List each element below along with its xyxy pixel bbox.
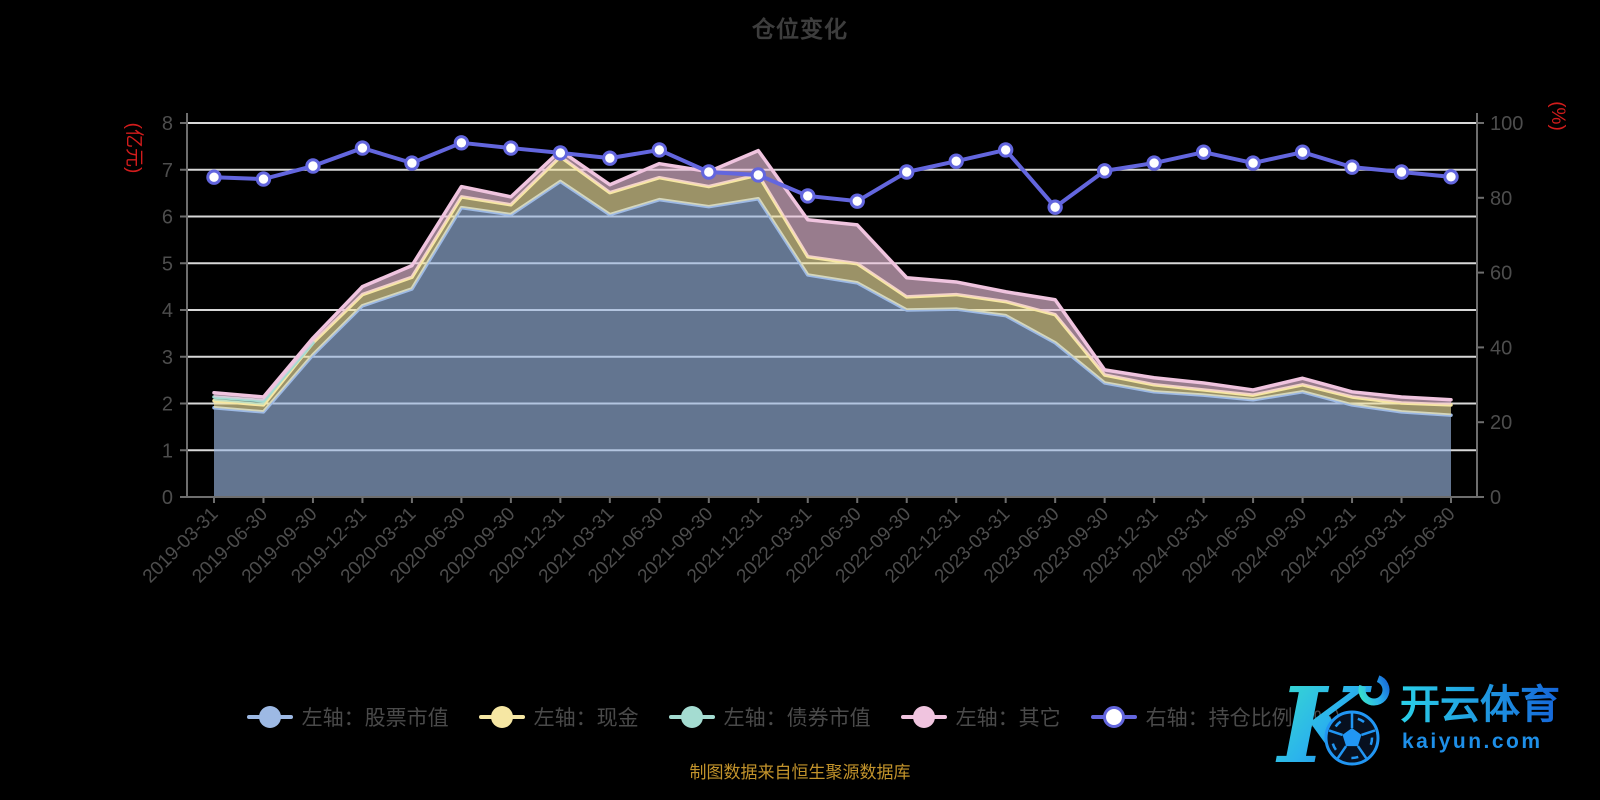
legend-item-4[interactable]: 右轴：持仓比例（%） — [1090, 702, 1354, 732]
legend-area-marker-icon — [478, 706, 525, 728]
right-axis-tick-label: 20 — [1490, 412, 1512, 434]
watermark-brand-text: 开云体育 — [1400, 683, 1560, 727]
area-band-0 — [214, 181, 1451, 497]
right-axis-tick-label: 60 — [1490, 263, 1512, 285]
area-edge-3 — [212, 148, 1453, 402]
legend: 左轴：股票市值 左轴：现金 左轴：债券市值 左轴：其它 右轴：持仓比例（%） — [0, 702, 1600, 732]
ratio-point — [1146, 155, 1162, 171]
ratio-point — [255, 171, 272, 187]
ratio-point — [1393, 164, 1410, 180]
ratio-point — [651, 142, 668, 158]
ratio-point — [849, 193, 865, 209]
ratio-point — [1047, 199, 1063, 215]
legend-item-3[interactable]: 左轴：其它 — [900, 702, 1061, 732]
left-axis-tick-label: 2 — [162, 394, 173, 416]
legend-item-2[interactable]: 左轴：债券市值 — [668, 702, 871, 732]
ratio-point — [1195, 144, 1212, 160]
right-axis-tick-label: 100 — [1490, 113, 1523, 135]
ratio-point — [354, 140, 371, 156]
ratio-point — [899, 164, 915, 180]
left-axis-name: (亿元) — [123, 123, 145, 174]
left-axis-tick-label: 1 — [162, 440, 173, 462]
ratio-point — [800, 188, 816, 204]
left-axis-tick-label: 7 — [162, 160, 173, 182]
ratio-point — [948, 153, 964, 169]
kaiyun-watermark: K 开云体育 kaiyun.com — [1272, 664, 1600, 796]
legend-line-marker-icon — [1090, 706, 1137, 728]
watermark-domain-text: kaiyun.com — [1402, 730, 1543, 753]
ratio-point — [305, 158, 321, 174]
legend-label: 右轴：持仓比例（%） — [1145, 707, 1354, 730]
left-axis-tick-label: 6 — [162, 207, 173, 229]
ratio-point — [602, 150, 618, 166]
ratio-point — [1245, 155, 1261, 171]
left-axis-tick-label: 0 — [162, 487, 173, 509]
ratio-point — [552, 145, 569, 161]
ratio-point — [404, 155, 420, 171]
kaiyun-logo: K 开云体育 kaiyun.com — [1275, 664, 1560, 787]
axes — [180, 113, 1484, 503]
chart-title: 仓位变化 — [752, 16, 848, 42]
legend-area-marker-icon — [668, 706, 715, 728]
legend-item-1[interactable]: 左轴：现金 — [478, 702, 639, 732]
ratio-point — [453, 135, 470, 151]
ratio-point — [750, 167, 766, 183]
ratio-point — [1443, 169, 1459, 185]
soccer-ball-icon — [1324, 710, 1380, 766]
ratio-point — [1344, 159, 1360, 175]
ratio-point — [503, 140, 519, 156]
ratio-point — [1294, 144, 1311, 160]
right-axis-name: (%) — [1547, 101, 1568, 131]
watermark-swirl-icon — [1358, 674, 1390, 706]
right-axis-tick-label: 40 — [1490, 337, 1512, 359]
left-axis-tick-label: 8 — [162, 113, 173, 135]
ratio-point — [1096, 163, 1113, 179]
legend-label: 左轴：其它 — [955, 707, 1061, 730]
ratio-point — [701, 164, 717, 180]
legend-label: 左轴：现金 — [533, 707, 639, 730]
legend-item-0[interactable]: 左轴：股票市值 — [246, 702, 449, 732]
left-axis-tick-label: 3 — [162, 347, 173, 369]
legend-area-marker-icon — [900, 706, 947, 728]
ratio-point — [997, 142, 1014, 158]
legend-label: 左轴：债券市值 — [723, 707, 871, 730]
ratio-line-series — [206, 135, 1459, 215]
stacked-areas — [212, 148, 1453, 497]
ratio-point — [206, 169, 222, 185]
right-axis-tick-label: 0 — [1490, 487, 1501, 509]
left-axis-tick-label: 4 — [162, 300, 173, 322]
legend-area-marker-icon — [246, 706, 293, 728]
legend-label: 左轴：股票市值 — [301, 707, 449, 730]
data-source-caption: 制图数据来自恒生聚源数据库 — [689, 763, 911, 782]
right-axis-tick-label: 80 — [1490, 188, 1512, 210]
left-axis-tick-label: 5 — [162, 253, 173, 275]
position-change-chart: 0123456780204060801002019-03-312019-06-3… — [123, 101, 1568, 587]
